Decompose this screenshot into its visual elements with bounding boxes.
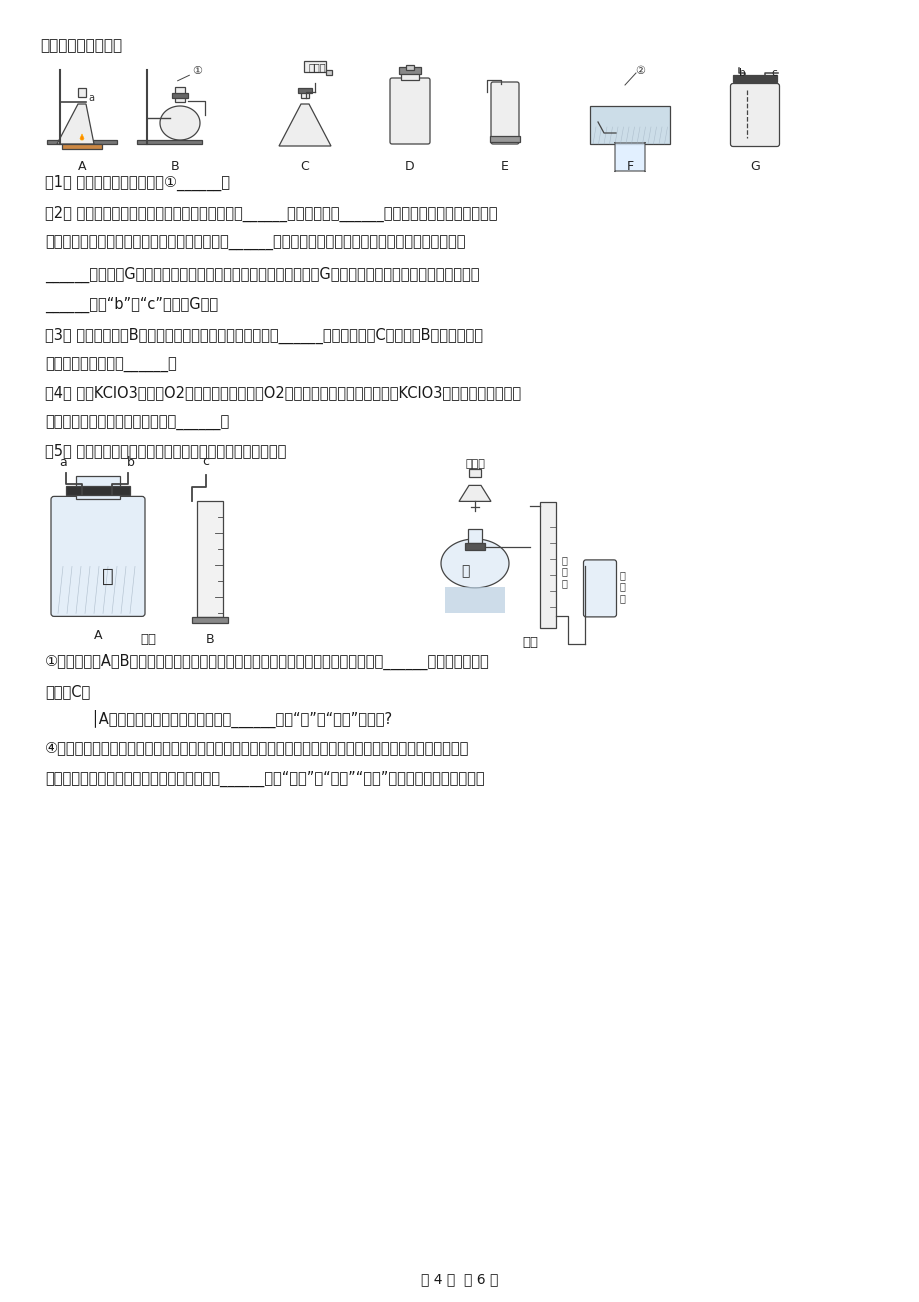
Polygon shape: [80, 134, 84, 141]
Text: D: D: [404, 160, 414, 173]
Bar: [732, 74, 777, 82]
Bar: [192, 617, 228, 624]
Bar: [325, 70, 332, 76]
Bar: [303, 61, 325, 72]
Bar: [62, 145, 102, 150]
Text: ④右图乙装置也可以用来测量反应中生成的氧气体积。为了较准确的测量氧气体积，在读取量气管中液面读数: ④右图乙装置也可以用来测量反应中生成的氧气体积。为了较准确的测量氧气体积，在读取…: [45, 741, 469, 755]
Polygon shape: [278, 104, 331, 146]
Bar: [539, 503, 555, 629]
Text: 果利用该反应制取较干燥的氧气，收集装置应选______（填序号）；该装置中试管口略向下倾斜的原因是: 果利用该反应制取较干燥的氧气，收集装置应选______（填序号）；该装置中试管口…: [45, 236, 465, 251]
Text: a: a: [59, 457, 67, 470]
Text: c: c: [770, 68, 776, 78]
Bar: [137, 139, 202, 145]
Bar: [175, 87, 185, 102]
Bar: [401, 68, 418, 79]
Bar: [47, 139, 117, 145]
Text: 水: 水: [460, 564, 469, 578]
Text: 时，如量气管中液面低于水准管，应将水准管______（填“上移”，“下移”“不动”），直到两边液面相平。: 时，如量气管中液面低于水准管，应将水准管______（填“上移”，“下移”“不动…: [45, 771, 484, 786]
Text: 水: 水: [102, 566, 114, 586]
Text: a: a: [88, 92, 94, 103]
Text: ②: ②: [634, 66, 644, 76]
Text: ______（填“b”或“c”）进入G中；: ______（填“b”或“c”）进入G中；: [45, 297, 218, 314]
FancyBboxPatch shape: [491, 82, 518, 145]
Text: （4） 在用KClO3加热制O2的过程中，发现产生O2的反应速率很慢，经检查不是KClO3变质，也不是装置气: （4） 在用KClO3加热制O2的过程中，发现产生O2的反应速率很慢，经检查不是…: [45, 385, 520, 401]
Text: 注射器: 注射器: [308, 62, 325, 72]
Text: B: B: [206, 633, 214, 646]
Text: 量
气
管: 量 气 管: [562, 555, 567, 589]
Text: （3） 实验室用装置B制取氧气，写出该反应的符号表达式______，如选用装置C代替装置B来制取氧气，: （3） 实验室用装置B制取氧气，写出该反应的符号表达式______，如选用装置C…: [45, 328, 482, 344]
Text: B: B: [171, 160, 179, 173]
Bar: [301, 90, 309, 98]
Text: G: G: [749, 160, 759, 173]
Bar: [468, 529, 482, 543]
Text: E: E: [501, 160, 508, 173]
FancyBboxPatch shape: [583, 560, 616, 617]
Polygon shape: [445, 587, 505, 613]
Bar: [76, 477, 119, 500]
Bar: [464, 543, 484, 549]
Text: 结合图示回答问题：: 结合图示回答问题：: [40, 38, 122, 53]
Text: b: b: [127, 457, 135, 470]
Text: b: b: [738, 68, 744, 78]
FancyBboxPatch shape: [614, 142, 644, 172]
Polygon shape: [440, 539, 508, 589]
Text: 图甲: 图甲: [140, 633, 156, 646]
Text: ①利用图甲中A、B仪器可以组装一套测量氧气体积的装置，该装置导管的连接顺序是______（填导管接口编: ①利用图甲中A、B仪器可以组装一套测量氧气体积的装置，该装置导管的连接顺序是__…: [45, 654, 489, 669]
Text: F: F: [626, 160, 633, 173]
Text: ______。上图中G是一种可用于集气、洗气等的多功能装置。若将G装置内装满水来收集氧气，则气体应从: ______。上图中G是一种可用于集气、洗气等的多功能装置。若将G装置内装满水来…: [45, 267, 479, 283]
Bar: [589, 105, 669, 145]
Text: c: c: [202, 456, 210, 469]
Text: ①: ①: [192, 66, 202, 76]
Bar: [298, 87, 312, 92]
Text: （2） 写出用高锶酸鿣固体制取氧气的符号表达式______；该反应属于______（填基本反应类型）反应；如: （2） 写出用高锶酸鿣固体制取氧气的符号表达式______；该反应属于_____…: [45, 206, 497, 221]
Bar: [399, 66, 421, 74]
Text: │A瓶中原有的空气对氧气体积测定______（填“有”或“没有”）影响?: │A瓶中原有的空气对氧气体积测定______（填“有”或“没有”）影响?: [90, 710, 391, 728]
Text: 你认为具有的优点是______。: 你认为具有的优点是______。: [45, 358, 176, 374]
Text: （1） 写出指定仪器的名称：①______；: （1） 写出指定仪器的名称：①______；: [45, 174, 230, 191]
FancyBboxPatch shape: [390, 78, 429, 145]
FancyBboxPatch shape: [51, 496, 145, 616]
FancyBboxPatch shape: [730, 83, 778, 147]
Polygon shape: [57, 104, 94, 145]
Bar: [197, 501, 222, 617]
Bar: [490, 135, 519, 142]
Text: 密性不好，你认为最可能的原因是______。: 密性不好，你认为最可能的原因是______。: [45, 415, 229, 431]
Bar: [78, 89, 85, 98]
Text: 水
准
管: 水 准 管: [619, 570, 625, 603]
Bar: [405, 65, 414, 70]
Bar: [172, 92, 187, 98]
Text: A: A: [78, 160, 86, 173]
Bar: [469, 470, 481, 478]
Text: A: A: [94, 629, 102, 642]
Polygon shape: [459, 486, 491, 501]
Polygon shape: [160, 105, 199, 141]
Text: 图乙: 图乙: [521, 637, 538, 650]
Text: C: C: [301, 160, 309, 173]
Text: （5） 某实验小组同学对双氧水制氧气的若干问题进行探究。: （5） 某实验小组同学对双氧水制氧气的若干问题进行探究。: [45, 444, 286, 458]
Text: 双氧水: 双氧水: [465, 460, 484, 470]
Text: 第 4 页  共 6 页: 第 4 页 共 6 页: [421, 1272, 498, 1286]
Bar: [66, 487, 130, 495]
Text: 号）接C。: 号）接C。: [45, 684, 90, 699]
